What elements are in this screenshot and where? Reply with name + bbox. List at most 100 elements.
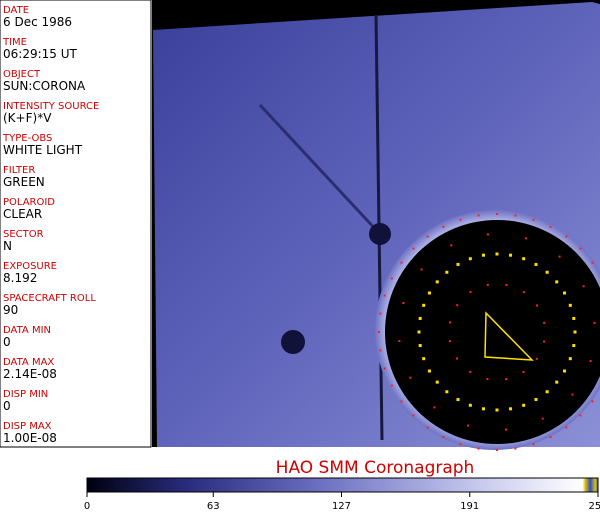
dot [390,277,393,280]
dot [468,257,472,261]
field-value: 8.192 [3,271,37,285]
dot [545,270,549,274]
dot [400,400,403,403]
dot [572,344,576,348]
dot [469,290,472,293]
dot [543,321,546,324]
dot [591,400,594,403]
field-label: DISP MIN [3,389,48,400]
dot [509,253,513,257]
dot [481,253,485,257]
occulter [385,220,600,444]
dot [459,443,462,446]
field-label: OBJECT [3,69,41,80]
dot [486,283,489,286]
dot [532,443,535,446]
dot [579,414,582,417]
field-value: 2.14E-08 [3,367,57,381]
dot [522,291,525,294]
dot [418,316,422,320]
dot [420,268,423,271]
dot [568,303,572,307]
field-label: FILTER [3,165,35,176]
dot [426,426,429,429]
dot [477,447,480,450]
dot [514,214,517,217]
dot [469,370,472,373]
dot [412,247,415,250]
dot [555,280,559,284]
field-value: (K+F)*V [3,111,52,125]
dot [543,340,546,343]
dot [535,357,538,360]
color-bar-axis: 0 63 127 191 255 [84,492,600,512]
dot [426,235,429,238]
blob [281,330,305,354]
dot [536,304,539,307]
dot [422,303,426,307]
dot [532,218,535,221]
overlay-dots [378,213,596,451]
field-value: CLEAR [3,207,42,221]
dot [541,417,544,420]
dot [563,369,567,373]
field-label: TYPE-OBS [2,133,52,144]
dot [455,357,458,360]
field-value: 90 [3,303,18,317]
dot [435,280,439,284]
dot [496,449,498,451]
field-label: EXPOSURE [3,261,57,272]
dot [495,252,499,256]
dot [593,321,596,324]
dot [409,376,412,379]
dot [481,407,485,411]
field-value: SUN:CORONA [3,79,86,93]
dot [445,270,449,274]
field-value: WHITE LIGHT [3,143,83,157]
dot [571,393,574,396]
dot [522,403,526,407]
dot [505,428,508,431]
sun-marker [484,311,534,361]
dot [468,403,472,407]
field-value: GREEN [3,175,45,189]
field-value: 06:29:15 UT [3,47,77,61]
dot [495,408,499,412]
streak [258,103,380,234]
dot [549,225,552,228]
tick-label: 191 [460,501,479,512]
dot [390,384,393,387]
dot [534,398,538,402]
dot [522,371,525,374]
field-value: 0 [3,399,11,413]
dot [509,407,513,411]
dot [467,424,470,427]
dot [589,359,592,362]
dot [418,344,422,348]
dot [448,340,451,343]
field-label: SECTOR [3,229,44,240]
blob [369,223,391,245]
dot [486,233,489,236]
dot [400,261,403,264]
dot [456,304,459,307]
dot [568,357,572,361]
tick-label: 0 [84,501,90,512]
dot [383,294,386,297]
dot [448,321,451,324]
dot [459,218,462,221]
dot [456,398,460,402]
dot [563,291,567,295]
field-value: 0 [3,335,11,349]
dot [565,426,568,429]
dot [422,357,426,361]
tick-label: 63 [207,501,220,512]
color-bar [86,477,599,493]
dot [545,390,549,394]
dot [383,367,386,370]
dot [572,316,576,320]
dot [579,247,582,250]
